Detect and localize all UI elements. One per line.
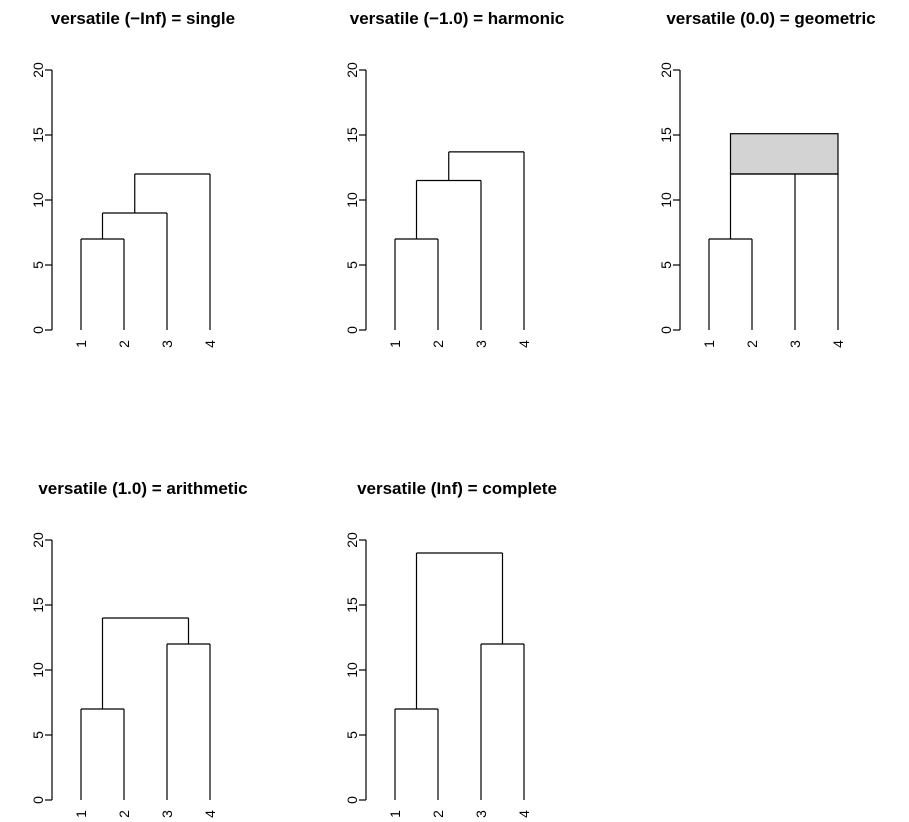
dendrogram-panel-2: versatile (−1.0) = harmonic 0 5 10 15 20 1 2 3 4 — [344, 9, 564, 348]
leaf-label: 3 — [473, 810, 489, 818]
y-tick-label: 20 — [658, 62, 674, 78]
leaf-label: 1 — [387, 810, 403, 818]
y-tick-label: 0 — [658, 326, 674, 334]
panel-title: versatile (1.0) = arithmetic — [38, 479, 247, 498]
y-tick-label: 15 — [30, 597, 46, 613]
leaf-label: 3 — [787, 340, 803, 348]
panel-title: versatile (−Inf) = single — [51, 9, 235, 28]
dendrogram-panel-1: versatile (−Inf) = single 0 5 10 15 20 1 2 3 4 — [30, 9, 235, 348]
y-tick-label: 10 — [658, 192, 674, 208]
leaf-label: 1 — [73, 340, 89, 348]
y-tick-label: 20 — [344, 62, 360, 78]
y-tick-label: 10 — [30, 662, 46, 678]
leaf-label: 3 — [473, 340, 489, 348]
y-tick-label: 0 — [344, 326, 360, 334]
panel-title: versatile (−1.0) = harmonic — [350, 9, 565, 28]
leaf-label: 2 — [430, 340, 446, 348]
y-tick-label: 5 — [30, 731, 46, 739]
panel-title: versatile (Inf) = complete — [357, 479, 557, 498]
y-tick-label: 15 — [344, 127, 360, 143]
leaf-label: 1 — [73, 810, 89, 818]
y-tick-label: 15 — [30, 127, 46, 143]
y-tick-label: 10 — [344, 662, 360, 678]
leaf-label: 4 — [516, 810, 532, 818]
leaf-label: 4 — [202, 340, 218, 348]
leaf-label: 2 — [744, 340, 760, 348]
y-tick-label: 20 — [30, 62, 46, 78]
y-tick-label: 10 — [30, 192, 46, 208]
dendrogram-panel-4: versatile (1.0) = arithmetic 0 5 10 15 20 1 2 3 4 — [30, 479, 248, 818]
leaf-label: 4 — [516, 340, 532, 348]
y-tick-label: 0 — [30, 796, 46, 804]
y-tick-label: 5 — [344, 261, 360, 269]
panel-title: versatile (0.0) = geometric — [666, 9, 875, 28]
y-tick-label: 20 — [344, 532, 360, 548]
y-tick-label: 5 — [344, 731, 360, 739]
dendrogram-panel-5: versatile (Inf) = complete 0 5 10 15 20 1 2 3 4 — [344, 479, 557, 818]
y-tick-label: 20 — [30, 532, 46, 548]
y-tick-label: 10 — [344, 192, 360, 208]
dendrogram-panel-3: versatile (0.0) = geometric 0 5 10 15 20 1 2 3 4 — [658, 9, 876, 348]
leaf-label: 4 — [202, 810, 218, 818]
leaf-label: 4 — [830, 340, 846, 348]
leaf-label: 1 — [387, 340, 403, 348]
leaf-label: 3 — [159, 340, 175, 348]
leaf-label: 2 — [116, 810, 132, 818]
tie-band — [729, 133, 839, 175]
leaf-label: 2 — [116, 340, 132, 348]
y-tick-label: 5 — [658, 261, 674, 269]
leaf-label: 3 — [159, 810, 175, 818]
y-tick-label: 0 — [30, 326, 46, 334]
y-tick-label: 15 — [658, 127, 674, 143]
y-tick-label: 5 — [30, 261, 46, 269]
leaf-label: 1 — [701, 340, 717, 348]
leaf-label: 2 — [430, 810, 446, 818]
y-tick-label: 0 — [344, 796, 360, 804]
y-tick-label: 15 — [344, 597, 360, 613]
